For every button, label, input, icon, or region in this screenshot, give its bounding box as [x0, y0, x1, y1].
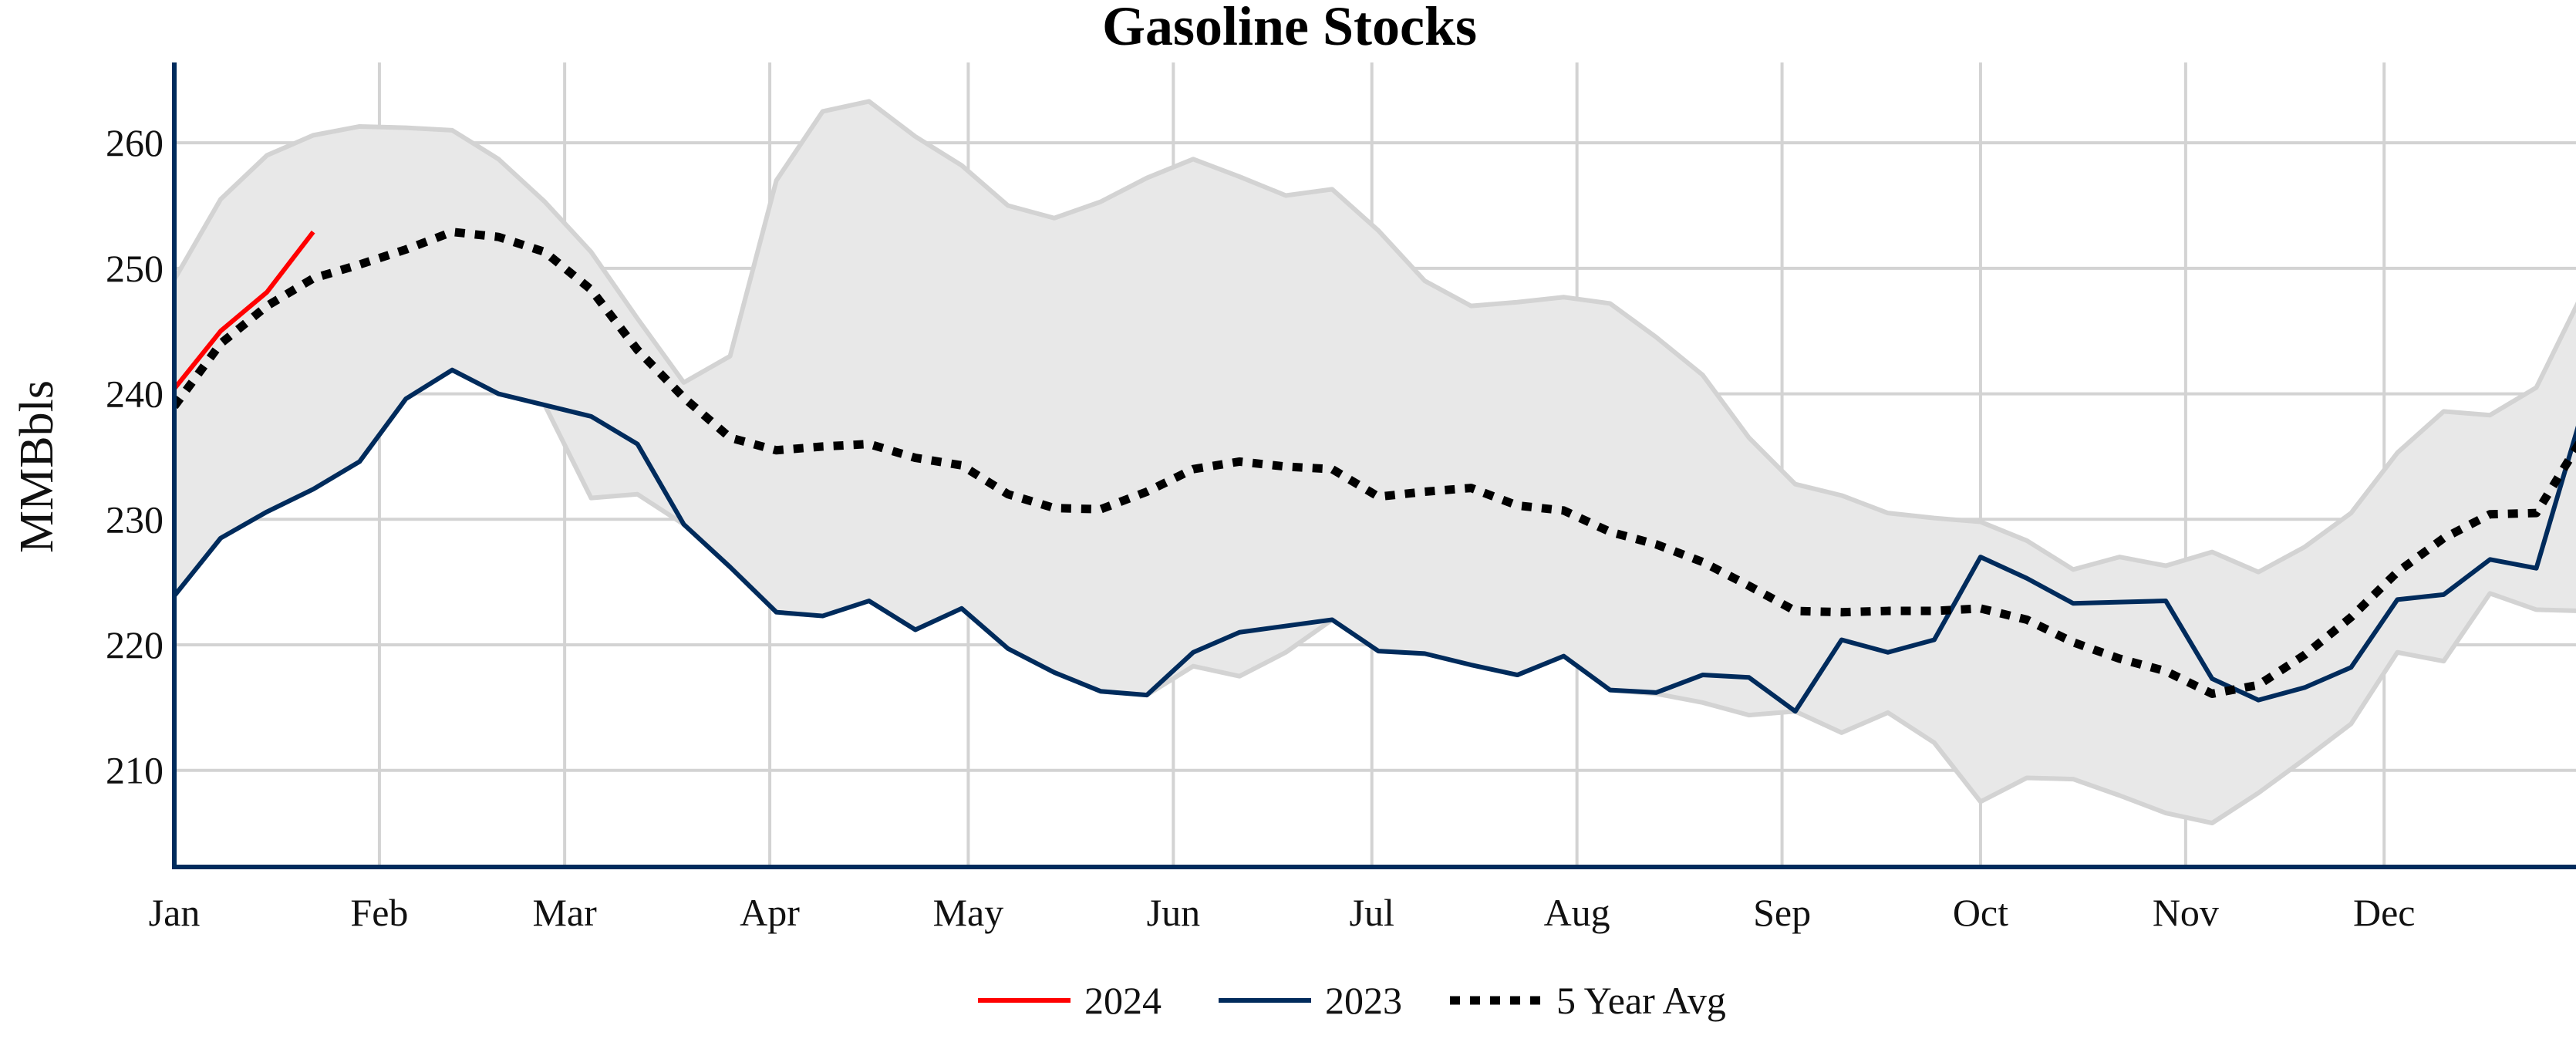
- y-tick-label: 210: [106, 749, 164, 792]
- y-tick-label: 220: [106, 623, 164, 666]
- y-tick-label: 230: [106, 498, 164, 541]
- series-line-2023: [174, 367, 2576, 714]
- x-tick-label: Jul: [1350, 891, 1394, 934]
- legend-label: 2023: [1325, 979, 1402, 1022]
- legend: 2024 2023 5 Year Avg: [978, 979, 1726, 1022]
- x-tick-label: Dec: [2353, 891, 2416, 934]
- chart-title: Gasoline Stocks: [1102, 0, 1477, 57]
- x-tick-label: Nov: [2153, 891, 2219, 934]
- y-tick-label: 240: [106, 373, 164, 416]
- tick-labels: 210 220 230 240 250 260 Jan Feb Mar Apr May Jun Jul A…: [106, 121, 2415, 934]
- x-tick-label: Feb: [350, 891, 408, 934]
- x-tick-label: May: [933, 891, 1004, 934]
- series-lines: [174, 228, 2576, 714]
- range-upper-line: [174, 99, 2576, 575]
- x-tick-label: Sep: [1753, 891, 1811, 934]
- y-tick-label: 250: [106, 247, 164, 290]
- x-tick-label: Apr: [740, 891, 800, 934]
- y-tick-label: 260: [106, 121, 164, 164]
- series-line-2024: [174, 230, 315, 390]
- x-tick-label: Mar: [532, 891, 597, 934]
- axes: [172, 62, 2576, 869]
- x-tick-label: Aug: [1544, 891, 1610, 934]
- legend-label: 2024: [1084, 979, 1162, 1022]
- y-axis-label: MMBbls: [11, 380, 63, 553]
- range-fill: [174, 101, 2576, 824]
- x-tick-label: Oct: [1953, 891, 2008, 934]
- x-tick-label: Jun: [1147, 891, 1200, 934]
- legend-label: 5 Year Avg: [1556, 979, 1726, 1022]
- five-year-range-band: [174, 99, 2576, 826]
- x-tick-label: Jan: [149, 891, 201, 934]
